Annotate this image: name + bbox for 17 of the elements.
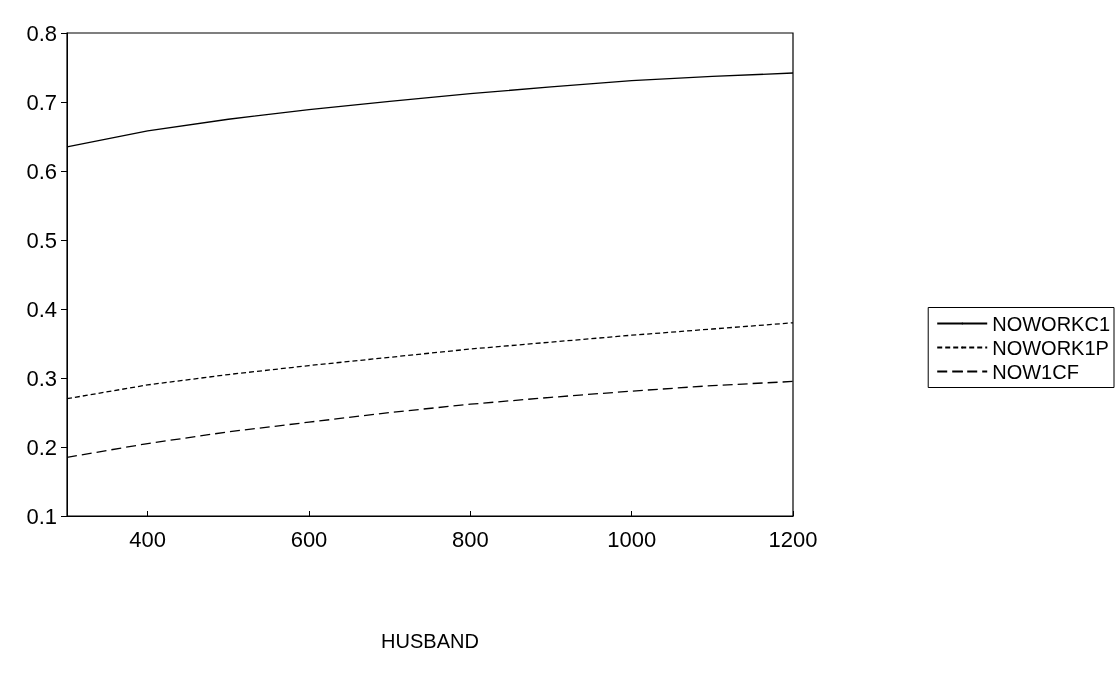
- x-tick-label: 1000: [607, 526, 657, 552]
- y-tick-label: 0.3: [26, 365, 57, 391]
- legend-label: NOWORK1P: [992, 336, 1109, 359]
- y-tick-label: 0.6: [26, 158, 57, 184]
- legend-label: NOWORKC1: [992, 312, 1111, 335]
- x-tick-label: 400: [129, 526, 167, 552]
- x-tick-label: 600: [290, 526, 328, 552]
- legend-label: NOW1CF: [992, 360, 1079, 383]
- y-tick-label: 0.5: [26, 227, 57, 253]
- y-tick-label: 0.8: [26, 20, 57, 46]
- y-tick-label: 0.2: [26, 434, 57, 460]
- x-axis-title: HUSBAND: [381, 630, 479, 652]
- y-tick-label: 0.7: [26, 89, 57, 115]
- y-tick-label: 0.4: [26, 296, 57, 322]
- x-tick-label: 1200: [768, 526, 818, 552]
- x-tick-label: 800: [451, 526, 489, 552]
- y-tick-label: 0.1: [26, 503, 57, 529]
